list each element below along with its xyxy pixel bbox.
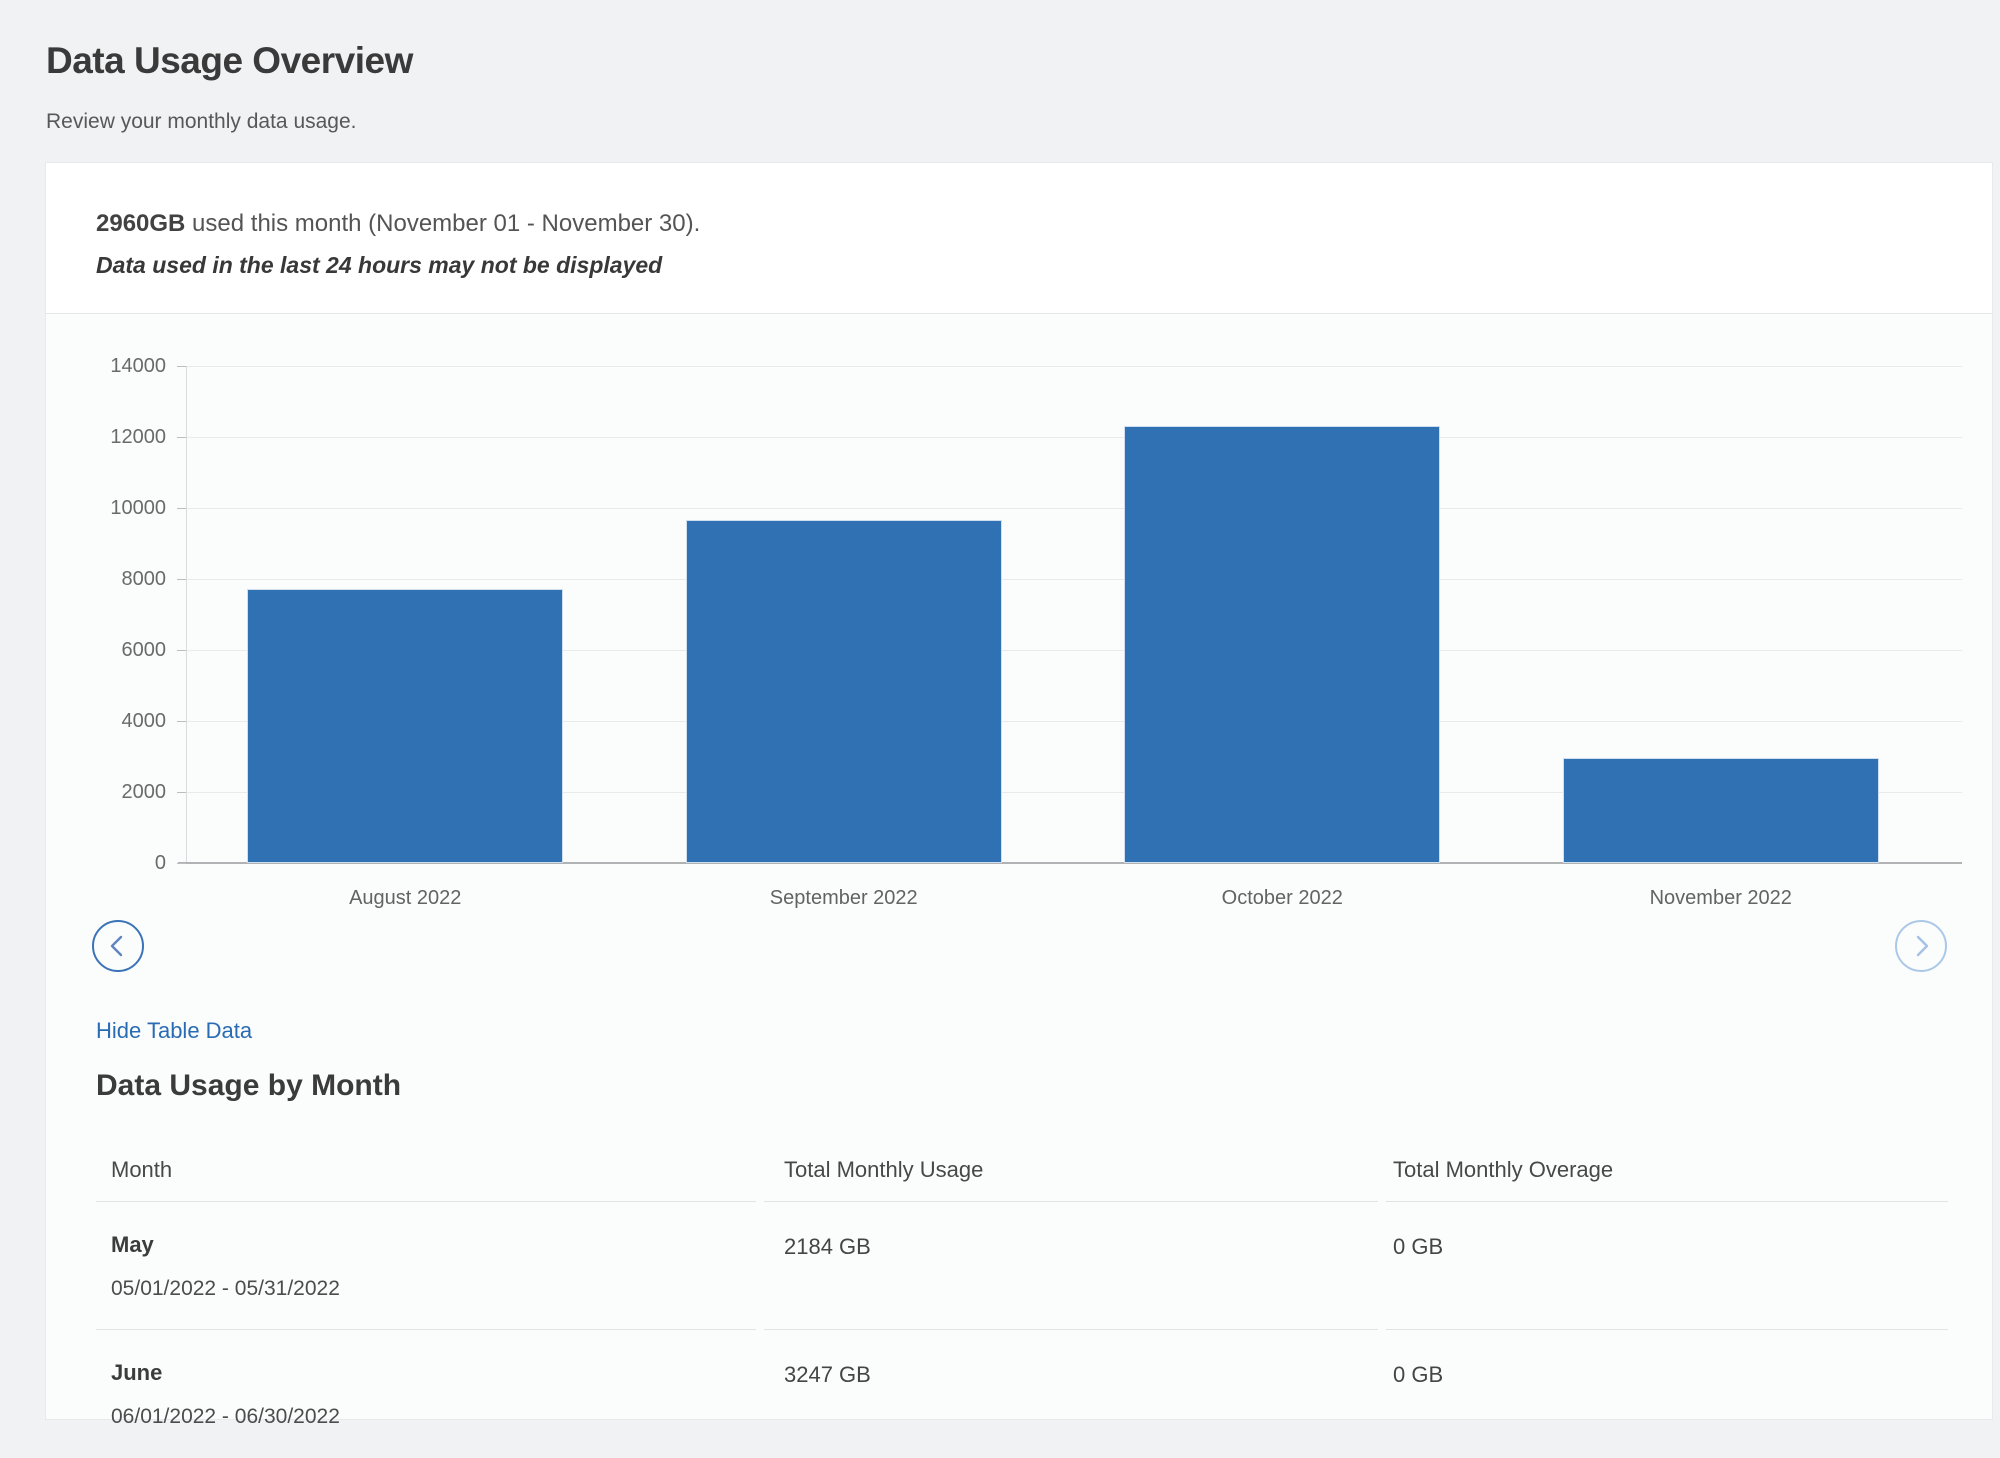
row-month-range: 06/01/2022 - 06/30/2022	[111, 1405, 340, 1428]
x-axis-line	[178, 862, 1962, 864]
table-row-may-overage: 0 GB	[1386, 1202, 1948, 1330]
chevron-left-icon	[110, 935, 123, 957]
y-axis-label-10000: 10000	[110, 497, 166, 519]
column-header-month: Month	[96, 1138, 756, 1202]
row-overage-value: 0 GB	[1393, 1234, 1444, 1259]
usage-disclaimer: Data used in the last 24 hours may not b…	[96, 252, 663, 278]
data-usage-card: 2960GB used this month (November 01 - No…	[46, 163, 1992, 1428]
y-axis-label-4000: 4000	[121, 710, 167, 732]
bar-august-2022[interactable]	[247, 589, 564, 863]
x-axis-label-august-2022: August 2022	[349, 887, 462, 909]
y-axis-label-8000: 8000	[121, 568, 167, 590]
y-axis-label-0: 0	[154, 852, 166, 874]
chart-plot-area: 0 2000 4000 6000 8000 10000 12000 14000 August 2…	[46, 163, 1992, 1419]
y-tick-0	[177, 863, 186, 864]
row-overage-value: 0 GB	[1393, 1362, 1444, 1387]
column-header-overage: Total Monthly Overage	[1386, 1138, 1948, 1202]
usage-amount: 2960GB	[96, 210, 186, 237]
chevron-right-icon	[1916, 935, 1929, 957]
usage-summary-banner: 2960GB used this month (November 01 - No…	[46, 163, 1992, 314]
gridline-10000	[186, 508, 1962, 509]
x-axis-label-october-2022: October 2022	[1221, 887, 1343, 909]
table-row-may-month: May 05/01/2022 - 05/31/2022	[96, 1202, 756, 1330]
y-axis-label-14000: 14000	[110, 355, 166, 377]
bar-november-2022[interactable]	[1562, 758, 1879, 863]
row-usage-value: 3247 GB	[784, 1362, 871, 1387]
gridline-4000	[186, 721, 1962, 722]
row-month-range: 05/01/2022 - 05/31/2022	[111, 1277, 340, 1300]
row-usage-value: 2184 GB	[784, 1234, 871, 1259]
table-row-june-overage: 0 GB	[1386, 1330, 1948, 1458]
column-header-usage: Total Monthly Usage	[764, 1138, 1378, 1202]
usage-summary-text: 2960GB used this month (November 01 - No…	[96, 210, 700, 238]
gridline-2000	[186, 792, 1962, 793]
gridline-8000	[186, 579, 1962, 580]
table-row-june-month: June 06/01/2022 - 06/30/2022	[96, 1330, 756, 1458]
y-tick-12000	[177, 437, 186, 438]
next-months-button[interactable]	[1895, 920, 1947, 972]
usage-summary-rest: used this month (November 01 - November …	[185, 210, 701, 237]
y-axis-label-12000: 12000	[110, 426, 166, 448]
y-axis-label-2000: 2000	[121, 781, 167, 803]
y-axis-line	[186, 366, 187, 863]
gridline-12000	[186, 437, 1962, 438]
gridline-6000	[186, 650, 1962, 651]
table-row-may-usage: 2184 GB	[764, 1202, 1378, 1330]
bar-october-2022[interactable]	[1124, 426, 1441, 863]
table-row-june-usage: 3247 GB	[764, 1330, 1378, 1458]
y-tick-8000	[177, 579, 186, 580]
y-axis-label-6000: 6000	[121, 639, 167, 661]
y-tick-2000	[177, 792, 186, 793]
hide-table-data-link[interactable]: Hide Table Data	[96, 1018, 253, 1043]
y-tick-6000	[177, 650, 186, 651]
page-title: Data Usage Overview	[46, 40, 413, 81]
x-axis-label-november-2022: November 2022	[1649, 887, 1792, 909]
y-tick-14000	[177, 366, 186, 367]
bar-september-2022[interactable]	[685, 520, 1002, 863]
page-subtitle: Review your monthly data usage.	[46, 110, 357, 133]
row-month-name: June	[111, 1360, 163, 1385]
row-month-name: May	[111, 1232, 154, 1257]
x-axis-label-september-2022: September 2022	[769, 887, 918, 909]
gridline-14000	[186, 366, 1962, 367]
y-tick-4000	[177, 721, 186, 722]
table-section-heading: Data Usage by Month	[96, 1069, 402, 1102]
previous-months-button[interactable]	[92, 920, 144, 972]
usage-bar-chart	[46, 314, 1992, 1419]
y-tick-10000	[177, 508, 186, 509]
